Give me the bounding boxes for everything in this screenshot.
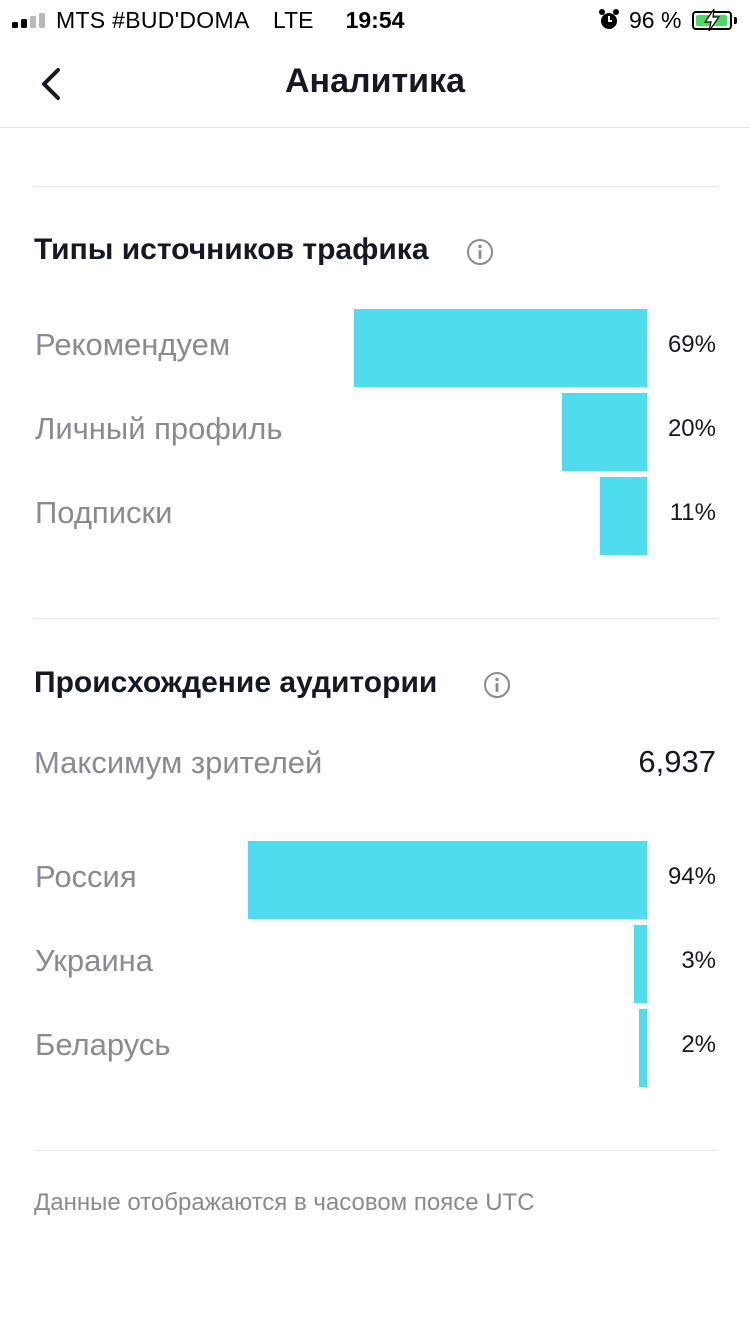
- bar-value-label: 94%: [667, 863, 716, 890]
- bar: [639, 1009, 647, 1087]
- traffic-sources-title: Типы источников трафика: [34, 233, 429, 266]
- bar-value-label: 20%: [667, 415, 716, 442]
- chevron-left-icon[interactable]: [28, 60, 72, 108]
- bar-label: Беларусь: [35, 1027, 171, 1062]
- bar-label: Украина: [35, 943, 154, 978]
- bar: [562, 393, 647, 471]
- bar-value-label: 69%: [667, 331, 716, 358]
- bar-label: Подписки: [35, 495, 173, 530]
- carrier-name: MTS #BUD'DOMA: [56, 7, 250, 33]
- bar-row: Личный профиль 20%: [0, 393, 750, 471]
- signal-icon: [12, 12, 48, 28]
- info-icon[interactable]: [466, 238, 494, 266]
- network-type: LTE: [273, 7, 314, 33]
- status-time: 19:54: [345, 7, 405, 33]
- bar-row: Беларусь 2%: [0, 1009, 750, 1087]
- bar-row: Украина 3%: [0, 925, 750, 1003]
- bar-value-label: 3%: [681, 947, 716, 974]
- nav-bar: Аналитика: [0, 40, 750, 128]
- bar: [354, 309, 647, 387]
- status-bar: MTS #BUD'DOMA LTE 19:54 96 %: [0, 0, 750, 40]
- bar: [600, 477, 647, 555]
- bar-label: Россия: [35, 859, 137, 894]
- bar-row: Подписки 11%: [0, 477, 750, 555]
- charging-bolt-icon: [703, 9, 721, 31]
- divider: [34, 186, 717, 187]
- bar-value-label: 2%: [681, 1031, 716, 1058]
- bar-row: Россия 94%: [0, 841, 750, 919]
- bar-label: Рекомендуем: [35, 327, 231, 362]
- bar: [248, 841, 647, 919]
- bar: [634, 925, 647, 1003]
- divider: [34, 1150, 717, 1151]
- bar-row: Рекомендуем 69%: [0, 309, 750, 387]
- divider: [34, 618, 717, 619]
- info-icon[interactable]: [483, 671, 511, 699]
- bar-label: Личный профиль: [35, 411, 283, 446]
- timezone-footnote: Данные отображаются в часовом поясе UTC: [34, 1189, 535, 1216]
- audience-origin-title: Происхождение аудитории: [34, 666, 438, 699]
- max-viewers-value: 6,937: [638, 744, 716, 779]
- alarm-icon: [599, 9, 619, 29]
- battery-percent: 96 %: [629, 7, 682, 33]
- page-title: Аналитика: [285, 62, 465, 100]
- bar-value-label: 11%: [669, 499, 716, 526]
- battery-tip: [734, 17, 737, 24]
- max-viewers-label: Максимум зрителей: [34, 745, 323, 780]
